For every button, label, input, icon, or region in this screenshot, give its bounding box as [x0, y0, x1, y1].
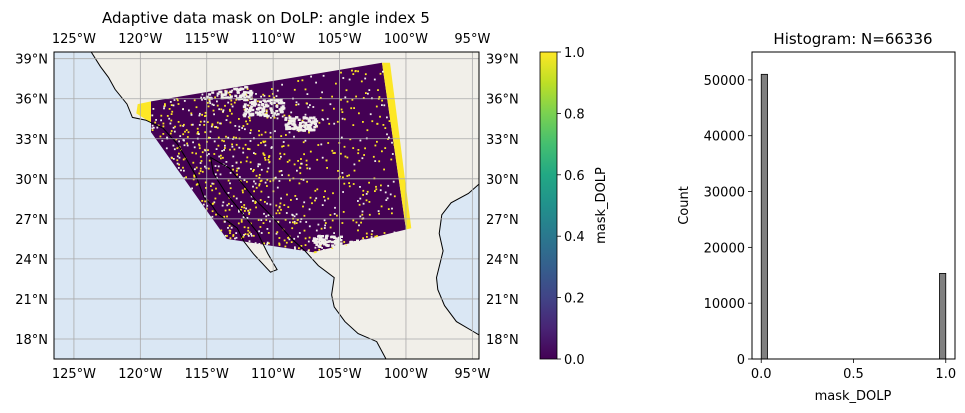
- map-x-tick-top: 110°W: [251, 32, 295, 47]
- map-x-tick-bottom: 95°W: [454, 367, 490, 382]
- histogram-bar: [939, 272, 947, 360]
- map-x-tick-top: 115°W: [185, 32, 229, 47]
- colorbar-label: mask_DOLP: [594, 167, 609, 244]
- histogram-y-tick: 30000: [704, 186, 745, 201]
- map-y-tick-left: 27°N: [15, 213, 48, 228]
- map-x-tick-bottom: 110°W: [251, 367, 295, 382]
- colorbar-tick-label: 0.8: [564, 107, 585, 122]
- map-y-tick-left: 36°N: [15, 93, 48, 108]
- map-y-tick-left: 33°N: [15, 133, 48, 148]
- map-y-tick-left: 21°N: [15, 293, 48, 308]
- swath-edge-east: [382, 62, 412, 230]
- colorbar-tick-label: 0.0: [564, 353, 585, 368]
- map-x-tick-bottom: 120°W: [118, 367, 162, 382]
- histogram-x-tick: 0.0: [751, 367, 772, 382]
- map-y-tick-left: 18°N: [15, 333, 48, 348]
- histogram-y-tick: 0: [737, 353, 745, 368]
- mask-swath: [136, 62, 412, 254]
- map-frame: [53, 51, 480, 360]
- colorbar-tick-label: 0.2: [564, 292, 585, 307]
- swath-high-value-speckles: [151, 69, 396, 254]
- map-x-tick-bottom: 115°W: [185, 367, 229, 382]
- map-x-tick-bottom: 125°W: [52, 367, 96, 382]
- histogram-y-tick: 20000: [704, 241, 745, 256]
- histogram-y-tick: 10000: [704, 297, 745, 312]
- map-gridlines: [54, 52, 479, 359]
- colorbar-tick-label: 0.4: [564, 230, 585, 245]
- map-title: Adaptive data mask on DoLP: angle index …: [102, 9, 430, 27]
- histogram-plot: 0.0 0.5 1.0 0 10000 20000 30000 40000 50000: [704, 51, 956, 382]
- coast-line: [54, 52, 479, 359]
- map-tick-labels: 125°W 125°W 120°W 120°W 115°W 115°W 110°W 110°W…: [15, 32, 519, 382]
- map-x-tick-top: 125°W: [52, 32, 96, 47]
- histogram-bar: [760, 73, 768, 360]
- histogram-frame: [751, 51, 956, 360]
- colorbar-tick-label: 0.6: [564, 169, 585, 184]
- coastline: [54, 52, 479, 359]
- colorbar: 0.0 0.2 0.4 0.6 0.8 1.0: [539, 46, 585, 368]
- histogram-y-tick: 50000: [704, 74, 745, 89]
- map-y-tick-right: 24°N: [486, 253, 519, 268]
- map-y-tick-right: 30°N: [486, 173, 519, 188]
- colorbar-tick-label: 1.0: [564, 46, 585, 61]
- map-y-tick-left: 24°N: [15, 253, 48, 268]
- map-plot: [53, 51, 480, 360]
- map-x-tick-top: 95°W: [454, 32, 490, 47]
- histogram-y-tick: 40000: [704, 130, 745, 145]
- map-y-tick-right: 27°N: [486, 213, 519, 228]
- colorbar-gradient: [539, 51, 558, 360]
- map-y-tick-left: 39°N: [15, 53, 48, 68]
- map-x-tick-top: 100°W: [384, 32, 428, 47]
- map-y-tick-right: 18°N: [486, 333, 519, 348]
- map-y-tick-right: 36°N: [486, 93, 519, 108]
- map-y-tick-right: 33°N: [486, 133, 519, 148]
- histogram-x-tick: 0.5: [843, 367, 864, 382]
- map-x-tick-top: 105°W: [317, 32, 361, 47]
- histogram-x-label: mask_DOLP: [815, 389, 892, 404]
- map-y-tick-left: 30°N: [15, 173, 48, 188]
- histogram-y-label: Count: [677, 186, 692, 225]
- map-x-tick-top: 120°W: [118, 32, 162, 47]
- map-x-tick-bottom: 100°W: [384, 367, 428, 382]
- map-x-tick-bottom: 105°W: [317, 367, 361, 382]
- map-y-tick-right: 21°N: [486, 293, 519, 308]
- histogram-x-tick: 1.0: [935, 367, 956, 382]
- histogram-title: Histogram: N=66336: [773, 30, 932, 48]
- map-y-tick-right: 39°N: [486, 53, 519, 68]
